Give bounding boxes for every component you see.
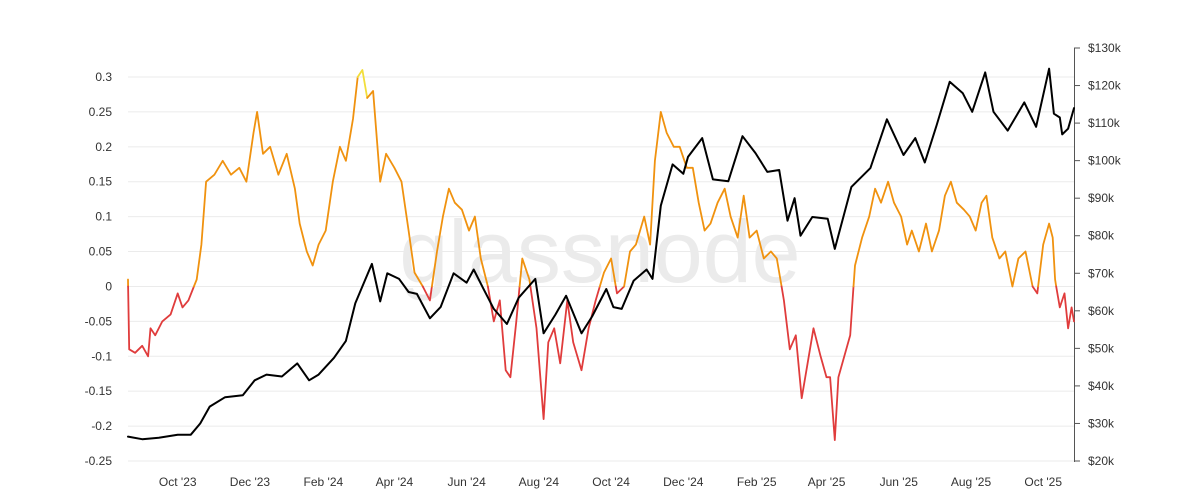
x-tick-label: Feb '25: [737, 475, 777, 489]
oscillator-segment: [780, 285, 855, 442]
oscillator-segment: [852, 180, 1034, 288]
y-right-tick-label: $130k: [1088, 41, 1122, 55]
oscillator-segment: [518, 257, 532, 288]
oscillator-segment: [486, 285, 521, 379]
y-left-tick-label: 0.05: [89, 245, 113, 259]
y-left-tick-label: -0.1: [91, 349, 112, 363]
y-right-tick-label: $70k: [1088, 266, 1115, 280]
x-tick-label: Apr '25: [808, 475, 846, 489]
left-axis: 0.3 0.25 0.2 0.15 0.1 0.05 0 -0.05 -0.1 -0.15 -0.2…: [85, 70, 113, 468]
y-right-tick-label: $110k: [1088, 116, 1121, 130]
oscillator-segment: [529, 285, 601, 421]
x-tick-label: Oct '25: [1024, 475, 1062, 489]
oscillator-segment: [430, 187, 489, 288]
x-tick-label: Jun '25: [880, 475, 919, 489]
oscillator-segment: [614, 285, 625, 295]
oscillator-segment: [1037, 222, 1058, 288]
y-right-tick-label: $120k: [1088, 79, 1122, 93]
y-left-tick-label: 0.15: [89, 175, 113, 189]
x-axis: Oct '23 Dec '23 Feb '24 Apr '24 Jun '24 Aug '…: [159, 475, 1062, 489]
x-tick-label: Dec '23: [230, 475, 271, 489]
x-tick-label: Oct '23: [159, 475, 197, 489]
y-left-tick-label: 0.2: [95, 140, 112, 154]
series-oscillator: [127, 69, 1075, 442]
oscillator-segment: [598, 257, 617, 288]
x-tick-label: Jun '24: [447, 475, 486, 489]
y-right-tick-label: $20k: [1088, 454, 1115, 468]
y-left-tick-label: -0.05: [85, 314, 113, 328]
oscillator-segment: [1055, 285, 1075, 330]
y-right-tick-label: $90k: [1088, 191, 1115, 205]
x-tick-label: Apr '24: [376, 475, 414, 489]
y-left-tick-label: 0.25: [89, 105, 113, 119]
x-tick-label: Feb '24: [304, 475, 344, 489]
y-left-tick-label: -0.25: [85, 454, 113, 468]
series-price: [127, 67, 1075, 441]
y-right-tick-label: $100k: [1088, 154, 1122, 168]
right-axis: $130k $120k $110k $100k $90k $80k $70k $60k $50k…: [1074, 41, 1122, 468]
y-left-tick-label: 0: [105, 279, 112, 293]
oscillator-segment: [421, 285, 433, 302]
y-left-tick-label: -0.2: [91, 419, 112, 433]
x-tick-label: Oct '24: [592, 475, 630, 489]
plot-area: [127, 67, 1075, 442]
y-right-tick-label: $60k: [1088, 304, 1115, 318]
y-left-tick-label: 0.3: [95, 70, 112, 84]
y-left-tick-label: 0.1: [95, 210, 112, 224]
y-right-tick-label: $30k: [1088, 416, 1115, 430]
oscillator-segment: [1031, 285, 1039, 295]
oscillator-segment: [356, 69, 369, 99]
oscillator-segment: [366, 90, 424, 288]
y-right-tick-label: $40k: [1088, 379, 1115, 393]
y-right-tick-label: $80k: [1088, 229, 1115, 243]
y-left-tick-label: -0.15: [85, 384, 113, 398]
oscillator-segment: [192, 76, 359, 288]
x-tick-label: Aug '24: [519, 475, 560, 489]
oscillator-segment: [127, 285, 195, 358]
oscillator-segment: [623, 111, 783, 288]
gridlines: [128, 76, 1074, 462]
x-tick-label: Dec '24: [663, 475, 704, 489]
x-tick-label: Aug '25: [951, 475, 992, 489]
y-right-tick-label: $50k: [1088, 341, 1115, 355]
